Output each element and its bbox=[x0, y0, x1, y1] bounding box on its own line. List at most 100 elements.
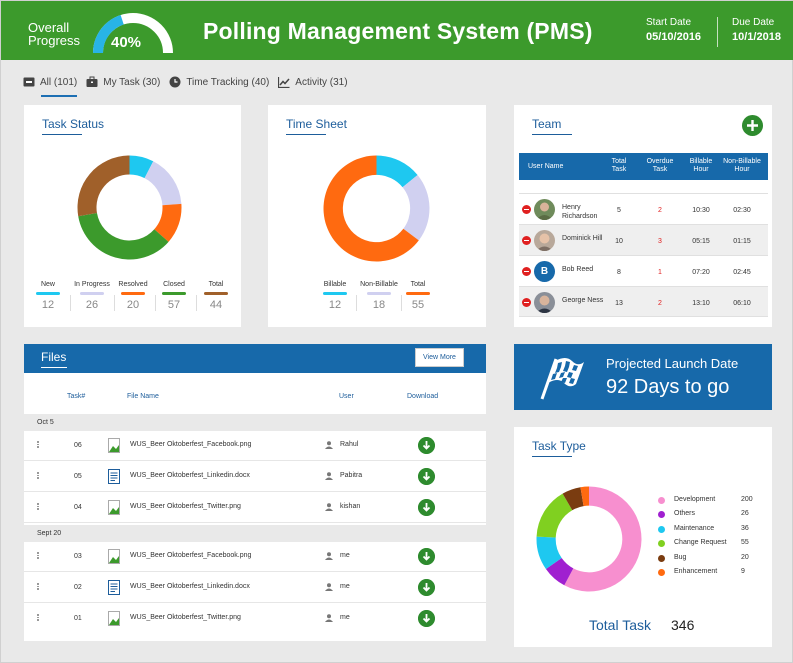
task-status-slice-0 bbox=[129, 155, 154, 179]
download-icon[interactable] bbox=[418, 579, 435, 596]
file-group-date: Oct 5 bbox=[24, 414, 486, 431]
avatar: B bbox=[534, 261, 555, 282]
file-group-date: Sept 20 bbox=[24, 525, 486, 542]
column-task: Task# bbox=[67, 393, 86, 400]
column-download: Download bbox=[407, 393, 439, 400]
image-file-icon bbox=[108, 438, 120, 453]
task-type-slice-1 bbox=[545, 558, 574, 586]
download-icon[interactable] bbox=[418, 468, 435, 485]
legend-enhancement: Enhancement 9 bbox=[658, 567, 768, 581]
team-row: B Bob Reed 8 1 07:20 02:45 bbox=[519, 255, 768, 286]
legend-divider bbox=[114, 295, 115, 311]
briefcase-icon bbox=[86, 76, 98, 87]
legend-change-request: Change Request 55 bbox=[658, 538, 768, 552]
task-status-slice-1 bbox=[144, 161, 182, 206]
files-table: Task# File Name User Download Oct 5 06 W… bbox=[24, 373, 486, 641]
column-file-name: File Name bbox=[127, 393, 159, 400]
time-sheet-slice-0 bbox=[376, 155, 418, 188]
more-vert-icon[interactable] bbox=[37, 472, 39, 479]
image-file-icon bbox=[108, 500, 120, 515]
team-row: George Ness 13 2 13:10 06:10 bbox=[519, 286, 768, 317]
more-vert-icon[interactable] bbox=[37, 503, 39, 510]
legend-total: Total 44 bbox=[198, 281, 234, 311]
more-vert-icon[interactable] bbox=[37, 552, 39, 559]
task-type-slice-3 bbox=[536, 493, 573, 538]
file-row[interactable]: 05 WUS_Beer Oktoberfest_Linkedin.docx Pa… bbox=[24, 462, 486, 492]
remove-member-icon[interactable] bbox=[522, 236, 531, 245]
remove-member-icon[interactable] bbox=[522, 298, 531, 307]
header-divider bbox=[717, 17, 718, 47]
files-header: Files View More bbox=[24, 344, 486, 373]
file-row[interactable]: 03 WUS_Beer Oktoberfest_Facebook.png me bbox=[24, 542, 486, 572]
time-sheet-legend: Billable 12 Non-Billable 18 Total 55 bbox=[316, 281, 486, 321]
projected-launch-banner: Projected Launch Date 92 Days to go bbox=[514, 344, 772, 410]
files-title: Files bbox=[41, 350, 68, 368]
legend-others: Others 26 bbox=[658, 509, 768, 523]
task-type-slice-2 bbox=[536, 536, 562, 570]
legend-development: Development 200 bbox=[658, 495, 768, 509]
legend-non-billable: Non-Billable 18 bbox=[360, 281, 398, 311]
legend-divider bbox=[356, 295, 357, 311]
launch-label: Projected Launch Date bbox=[606, 356, 739, 371]
team-row: Henry Richardson 5 2 10:30 02:30 bbox=[519, 193, 768, 224]
progress-gauge bbox=[93, 13, 173, 54]
page-title: Polling Management System (PMS) bbox=[203, 18, 593, 44]
file-row[interactable]: 04 WUS_Beer Oktoberfest_Twitter.png kish… bbox=[24, 493, 486, 523]
task-type-slice-0 bbox=[564, 486, 642, 592]
download-icon[interactable] bbox=[418, 499, 435, 516]
more-vert-icon[interactable] bbox=[37, 614, 39, 621]
tab-activity[interactable]: Activity (31) bbox=[278, 73, 348, 91]
more-vert-icon[interactable] bbox=[37, 583, 39, 590]
task-type-slice-5 bbox=[580, 486, 589, 507]
file-row[interactable]: 01 WUS_Beer Oktoberfest_Twitter.png me bbox=[24, 604, 486, 634]
clock-icon bbox=[169, 76, 181, 88]
tab-time-tracking[interactable]: Time Tracking (40) bbox=[169, 73, 269, 91]
due-date: Due Date 10/1/2018 bbox=[732, 17, 781, 43]
team-row: Dominick Hill 10 3 05:15 01:15 bbox=[519, 224, 768, 255]
chart-line-icon bbox=[278, 77, 290, 88]
total-task-value: 346 bbox=[671, 617, 695, 633]
remove-member-icon[interactable] bbox=[522, 205, 531, 214]
task-status-slice-4 bbox=[77, 155, 130, 217]
total-task-label: Total Task bbox=[589, 617, 651, 633]
image-file-icon bbox=[108, 611, 120, 626]
more-vert-icon[interactable] bbox=[37, 441, 39, 448]
team-title: Team bbox=[532, 117, 573, 135]
avatar bbox=[534, 199, 555, 220]
legend-divider bbox=[401, 295, 402, 311]
start-date: Start Date 05/10/2016 bbox=[646, 17, 702, 43]
user-icon bbox=[325, 472, 333, 480]
user-icon bbox=[325, 503, 333, 511]
avatar bbox=[534, 292, 555, 313]
tab-my-task[interactable]: My Task (30) bbox=[86, 73, 160, 91]
legend-divider bbox=[196, 295, 197, 311]
task-status-legend: New 12 In Progress 26 Resolved 20 Closed 57 … bbox=[30, 281, 240, 321]
tab-all[interactable]: All (101) bbox=[23, 73, 78, 97]
remove-member-icon[interactable] bbox=[522, 267, 531, 276]
download-icon[interactable] bbox=[418, 437, 435, 454]
file-row[interactable]: 02 WUS_Beer Oktoberfest_Linkedin.docx me bbox=[24, 573, 486, 603]
user-icon bbox=[325, 614, 333, 622]
task-status-title: Task Status bbox=[42, 117, 105, 135]
document-file-icon bbox=[108, 580, 120, 595]
download-icon[interactable] bbox=[418, 610, 435, 627]
task-type-donut bbox=[536, 486, 642, 592]
filter-tabs: All (101) My Task (30) Time Tracking (40… bbox=[23, 73, 357, 97]
view-more-button[interactable]: View More bbox=[415, 348, 464, 367]
legend-total: Total 55 bbox=[400, 281, 436, 311]
legend-divider bbox=[70, 295, 71, 311]
plus-circle-icon[interactable] bbox=[742, 115, 763, 136]
task-status-slice-3 bbox=[78, 213, 169, 260]
legend-divider bbox=[155, 295, 156, 311]
avatar bbox=[534, 230, 555, 251]
download-icon[interactable] bbox=[418, 548, 435, 565]
legend-bug: Bug 20 bbox=[658, 553, 768, 567]
legend-closed: Closed 57 bbox=[162, 281, 186, 311]
checkered-flag-icon bbox=[540, 358, 584, 400]
task-status-card: Task Status New 12 In Progress 26 Resolved… bbox=[24, 105, 241, 327]
inbox-icon bbox=[23, 77, 35, 87]
overall-progress-label: Overall Progress bbox=[28, 20, 81, 48]
image-file-icon bbox=[108, 549, 120, 564]
file-row[interactable]: 06 WUS_Beer Oktoberfest_Facebook.png Rah… bbox=[24, 431, 486, 461]
time-sheet-slice-1 bbox=[402, 175, 430, 241]
